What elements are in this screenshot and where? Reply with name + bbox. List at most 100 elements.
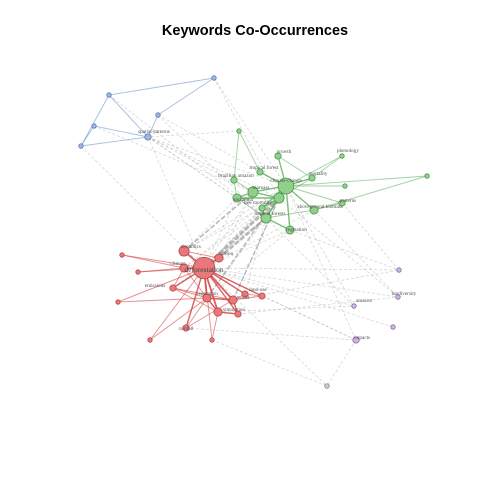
edge-vegetation-emissions bbox=[172, 287, 208, 299]
edge-spatial-patterns-drought bbox=[147, 136, 280, 199]
edge-r4-vegetation bbox=[149, 297, 208, 341]
edge-model-drought bbox=[232, 197, 280, 301]
node-label-deforestation: deforestation bbox=[184, 265, 223, 274]
node-label-carbon: carbon bbox=[219, 251, 234, 257]
edge-vegetation-rainfall bbox=[185, 297, 208, 329]
node-model bbox=[228, 295, 238, 305]
node-climate-change bbox=[277, 177, 295, 195]
node-label-spatial-patterns: spatial-patterns bbox=[138, 129, 170, 135]
node-b5 bbox=[211, 75, 217, 81]
edge-rainfall-model bbox=[185, 299, 234, 329]
node-label-tropical-forests: tropical forests bbox=[255, 210, 286, 217]
node-biodiversity bbox=[395, 294, 401, 300]
node-cover bbox=[213, 307, 223, 317]
node-r3 bbox=[135, 269, 141, 275]
node-tropical-forests bbox=[260, 212, 272, 224]
node-land-use bbox=[241, 290, 249, 298]
node-label-rainfall: rainfall bbox=[179, 325, 195, 332]
node-dynamics bbox=[178, 245, 190, 257]
edge-g1-spatial-patterns bbox=[147, 130, 240, 138]
edge-aboveground-biomass-tropical-forests bbox=[265, 209, 315, 219]
edge-amazonia-tropical-forests bbox=[236, 197, 267, 219]
edge-layer bbox=[80, 77, 428, 387]
edge-b4-deforestation bbox=[80, 145, 205, 269]
edge-patterns-p1 bbox=[341, 202, 400, 271]
node-drought bbox=[273, 192, 285, 204]
edge-g3-aboveground-biomass bbox=[313, 175, 428, 211]
node-p1 bbox=[396, 267, 402, 273]
node-growth bbox=[274, 152, 282, 160]
node-r5 bbox=[258, 292, 266, 300]
edge-rainfall-impacts bbox=[185, 327, 357, 341]
edge-drought-mortality bbox=[278, 177, 313, 199]
edge-climate-change-phenology bbox=[285, 155, 343, 187]
edge-bundle-3 bbox=[206, 185, 287, 299]
node-label-mortality: mortality bbox=[308, 171, 327, 177]
edge-model-r5 bbox=[232, 295, 263, 301]
edge-simulation-biodiversity bbox=[237, 296, 399, 315]
node-g3 bbox=[424, 173, 430, 179]
node-tree-mortality bbox=[258, 204, 266, 212]
edge-r3-climate bbox=[137, 267, 185, 273]
node-label-model: model bbox=[237, 295, 251, 301]
edge-deforestation-biodiversity bbox=[203, 267, 399, 298]
node-mortality bbox=[308, 174, 316, 182]
edge-deforestation-amazon bbox=[203, 267, 355, 307]
label-layer: deforestation dynamics carbon climate emissi… bbox=[138, 129, 417, 341]
node-label-brazilian-amazon: brazilian amazon bbox=[218, 173, 254, 179]
edge-deforestation-r6 bbox=[203, 267, 213, 341]
node-label-dynamics: dynamics bbox=[181, 244, 201, 250]
node-label-biodiversity: biodiversity bbox=[392, 291, 417, 297]
edge-dynamics-climate-change bbox=[183, 185, 287, 252]
node-r4 bbox=[147, 337, 153, 343]
node-label-aboveground-biomass: aboveground biomass bbox=[297, 204, 342, 210]
edge-spatial-patterns-b1 bbox=[108, 94, 149, 138]
node-label-phenology: phenology bbox=[337, 148, 359, 154]
edge-vegetation2-p1 bbox=[289, 229, 400, 271]
edge-bundle-2 bbox=[183, 191, 254, 252]
node-amazon bbox=[351, 303, 357, 309]
node-label-tree-mortality: tree mortality bbox=[244, 200, 272, 206]
edge-spatial-patterns-b2 bbox=[147, 114, 159, 138]
node-rainfall bbox=[182, 324, 190, 332]
node-label-climate: climate bbox=[170, 261, 186, 267]
node-label-impacts: impacts bbox=[354, 335, 370, 341]
edge-bundle-4 bbox=[232, 197, 280, 301]
edge-r2-vegetation bbox=[117, 297, 208, 303]
node-tropical-forest bbox=[256, 168, 264, 176]
node-simulation bbox=[234, 310, 242, 318]
chart-title: Keywords Co-Occurrences bbox=[162, 23, 348, 39]
edge-cover-amazon bbox=[217, 305, 355, 313]
edge-r6-cover bbox=[211, 311, 219, 341]
node-label-growth: growth bbox=[277, 149, 292, 155]
edge-dynamics-amazonia bbox=[183, 197, 238, 252]
node-label-climate-change: climate-change bbox=[270, 178, 302, 184]
node-p2 bbox=[390, 324, 396, 330]
edge-spatial-patterns-b3 bbox=[93, 125, 149, 138]
node-label-tropical-forest: tropical forest bbox=[250, 164, 280, 171]
node-b2 bbox=[155, 112, 161, 118]
edge-r5-impacts bbox=[261, 295, 357, 341]
edge-deforestation-climate-change bbox=[203, 185, 287, 269]
edge-drought-biodiversity bbox=[278, 197, 399, 298]
node-r2 bbox=[115, 299, 121, 305]
edge-impacts-x1 bbox=[326, 339, 357, 387]
edge-climate-change-patterns bbox=[285, 185, 343, 204]
node-vegetation bbox=[202, 293, 212, 303]
node-layer bbox=[78, 75, 430, 389]
node-brazilian-amazon bbox=[230, 176, 238, 184]
edge-deforestation-p1 bbox=[203, 267, 400, 271]
node-label-amazonia: amazonia bbox=[233, 197, 254, 203]
edge-b1-b4 bbox=[80, 94, 110, 147]
edge-climate-change-impacts bbox=[285, 185, 357, 341]
node-amazonia bbox=[232, 193, 242, 203]
edge-g3-climate-change bbox=[285, 175, 428, 187]
node-label-amazon: amazon bbox=[356, 298, 373, 304]
node-carbon bbox=[214, 253, 224, 263]
edge-aboveground-biomass-biodiversity bbox=[313, 209, 399, 298]
edge-r6-x1 bbox=[211, 339, 328, 387]
node-label-land-use: land-use bbox=[249, 287, 267, 293]
node-patterns bbox=[338, 199, 346, 207]
node-phenology bbox=[339, 153, 345, 159]
